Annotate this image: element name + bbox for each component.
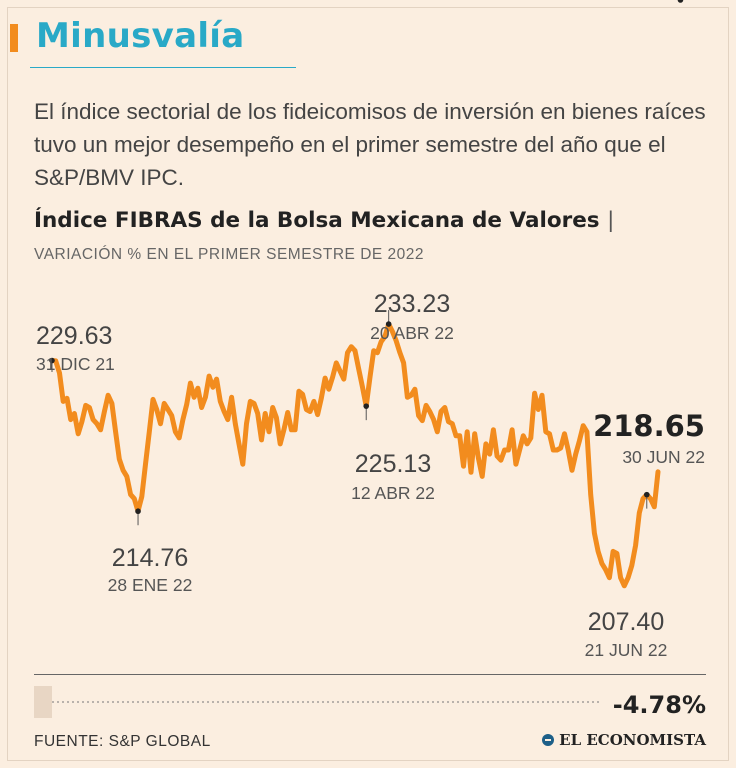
chart-subtitle: VARIACIÓN % EN EL PRIMER SEMESTRE DE 202… xyxy=(34,246,425,263)
annotation-date: 28 ENE 22 xyxy=(108,575,193,595)
annotation-point xyxy=(363,403,370,409)
source-credit: FUENTE: S&P GLOBAL xyxy=(34,733,211,750)
headline-accent-bar xyxy=(10,24,18,52)
annotation-value: 207.40 xyxy=(588,608,664,636)
logo-icon xyxy=(542,734,555,746)
chart-title-text: Índice FIBRAS de la Bolsa Mexicana de Va… xyxy=(34,208,600,233)
publisher-logo: EL ECONOMISTA xyxy=(542,731,706,749)
annotation-date: 12 ABR 22 xyxy=(351,483,435,503)
change-percent: -4.78% xyxy=(613,691,706,719)
annotation-value: 229.63 xyxy=(36,322,112,350)
chart-title-separator: | xyxy=(607,208,615,233)
annotation-date: 20 ABR 22 xyxy=(370,323,454,343)
annotation-point xyxy=(49,357,55,364)
annotation-value: 214.76 xyxy=(112,544,188,572)
chart-title: Índice FIBRAS de la Bolsa Mexicana de Va… xyxy=(34,208,614,233)
annotation-21-jun-22: 207.40 21 JUN 22 xyxy=(585,491,668,660)
change-baseline: -4.78% xyxy=(34,686,706,719)
infographic-frame xyxy=(7,7,729,761)
baseline-marker xyxy=(34,686,52,718)
annotation-value: 233.23 xyxy=(374,290,450,318)
annotation-date: 31 DIC 21 xyxy=(36,354,115,374)
annotation-20-abr-22: 233.23 20 ABR 22 xyxy=(370,290,454,343)
annotation-point xyxy=(135,508,141,515)
series-line-fibras xyxy=(49,321,661,589)
annotations-group: 229.63 31 DIC 21 214.76 28 ENE 22 225.13 12 A… xyxy=(36,0,705,660)
headline-underline xyxy=(30,67,296,68)
annotation-date: 30 JUN 22 xyxy=(622,447,705,467)
annotation-point xyxy=(385,321,392,327)
intro-paragraph: El índice sectorial de los fideicomisos … xyxy=(34,99,706,190)
annotation-12-abr-22: 225.13 12 ABR 22 xyxy=(351,403,435,503)
annotation-28-ene-22: 214.76 28 ENE 22 xyxy=(108,508,193,595)
logo-text: EL ECONOMISTA xyxy=(559,731,706,749)
headline: Minusvalía xyxy=(36,16,245,56)
annotation-value: 225.13 xyxy=(355,450,431,478)
annotation-point xyxy=(643,491,650,498)
separator-line xyxy=(34,674,706,675)
annotation-value: 218.65 xyxy=(593,409,705,443)
annotation-30-jun-22: 218.65 30 JUN 22 xyxy=(593,0,705,467)
annotation-point xyxy=(677,0,684,3)
annotation-date: 21 JUN 22 xyxy=(585,640,668,660)
series-group xyxy=(49,321,661,589)
annotation-31-dic-21: 229.63 31 DIC 21 xyxy=(36,322,115,374)
